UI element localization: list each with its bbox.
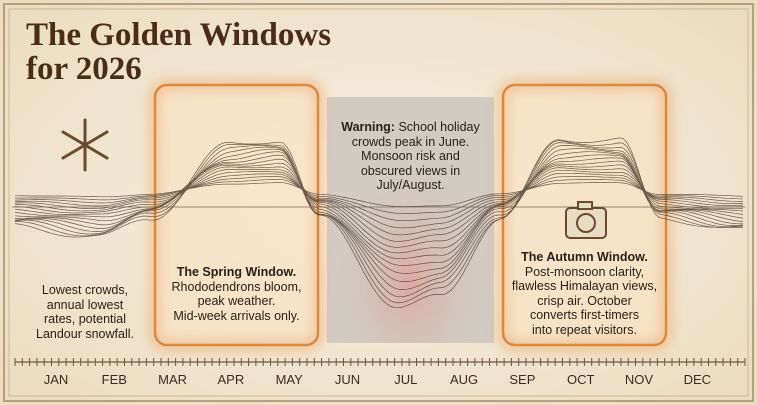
text-line: converts first-timers [529, 308, 640, 322]
text-line: Rhododendrons bloom, [171, 279, 302, 294]
warning-label: Warning: [341, 120, 395, 134]
winter-note: Lowest crowds, annual lowest rates, pote… [20, 283, 150, 341]
text-line: annual lowest [46, 297, 124, 312]
title: The Golden Windows for 2026 [26, 18, 331, 86]
note-title: The Autumn Window. [521, 250, 648, 264]
text-line: Mid-week arrivals only. [173, 308, 300, 323]
text-line: School holiday [398, 120, 480, 134]
title-line: for 2026 [26, 51, 142, 87]
month-label: AUG [450, 372, 479, 387]
month-label: OCT [566, 372, 595, 387]
month-label: NOV [624, 372, 654, 387]
text-line: crowds peak in June. [351, 134, 470, 149]
text-line: Monsoon risk and [361, 149, 460, 163]
warning-note: Warning: School holiday crowds peak in J… [330, 120, 491, 193]
month-label: FEB [101, 372, 127, 387]
note-title: The Spring Window. [176, 265, 297, 279]
text-line: Post-monsoon clarity, [524, 264, 645, 279]
title-line: The Golden Windows [26, 17, 332, 53]
text-line: crisp air. October [537, 293, 632, 308]
text-line: flawless Himalayan views, [511, 279, 658, 293]
spring-note: The Spring Window. Rhododendrons bloom, … [158, 265, 315, 323]
text-line: Landour snowfall. [36, 326, 134, 341]
month-label: MAR [158, 372, 188, 387]
month-label: DEC [683, 372, 712, 387]
text-line: obscured views in [360, 163, 461, 178]
month-label: SEP [509, 372, 536, 387]
text-line: Lowest crowds, [41, 283, 129, 297]
text-line: rates, potential [44, 312, 126, 326]
month-label: JUN [334, 372, 361, 387]
text-line: July/August. [376, 178, 445, 192]
text-line: into repeat visitors. [532, 322, 637, 337]
autumn-note: The Autumn Window. Post-monsoon clarity,… [505, 250, 664, 337]
month-label: JAN [43, 372, 69, 387]
month-label: MAY [275, 372, 303, 387]
month-label: JUL [394, 372, 418, 387]
month-label: APR [217, 372, 245, 387]
text-line: peak weather. [197, 294, 276, 308]
